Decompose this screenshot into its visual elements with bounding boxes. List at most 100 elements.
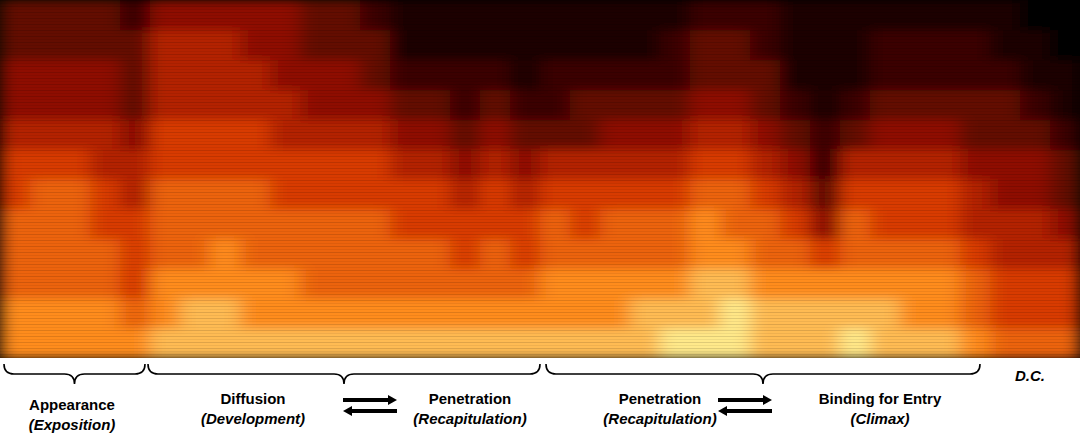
cell — [900, 60, 931, 90]
cell — [210, 90, 241, 120]
cell — [360, 328, 391, 358]
cell — [660, 90, 691, 120]
cell — [510, 0, 541, 30]
cell — [840, 90, 871, 120]
streak — [0, 315, 1080, 316]
streak — [0, 165, 1080, 166]
streak — [0, 159, 1080, 160]
cell — [480, 90, 511, 120]
cell — [360, 60, 391, 90]
cell — [30, 328, 61, 358]
streak — [0, 339, 1080, 340]
cell — [420, 30, 451, 60]
cell — [960, 119, 991, 149]
cell — [210, 119, 241, 149]
cell — [900, 0, 931, 30]
cell — [870, 60, 901, 90]
streak — [0, 333, 1080, 334]
cell — [450, 60, 481, 90]
cell — [510, 90, 541, 120]
cell — [300, 90, 331, 120]
cell — [1020, 119, 1051, 149]
streak — [0, 270, 1080, 271]
streak — [0, 180, 1080, 181]
cell — [240, 60, 271, 90]
cell — [450, 119, 481, 149]
streak — [0, 336, 1080, 337]
streak — [0, 54, 1080, 55]
cell — [690, 119, 721, 149]
cell — [90, 60, 121, 90]
cell — [690, 328, 721, 358]
cell — [780, 0, 811, 30]
cell — [510, 119, 541, 149]
streak — [0, 24, 1080, 25]
cell — [660, 0, 691, 30]
cell — [450, 90, 481, 120]
streak — [0, 342, 1080, 343]
stage-label: Diffusion — [221, 390, 286, 407]
streak — [0, 225, 1080, 226]
streak — [0, 168, 1080, 169]
cell — [690, 60, 721, 90]
cell — [690, 30, 721, 60]
cell — [300, 0, 331, 30]
cell — [0, 90, 31, 120]
streak — [0, 36, 1080, 37]
cell — [330, 0, 361, 30]
streak — [0, 195, 1080, 196]
streak — [0, 246, 1080, 247]
streak — [0, 324, 1080, 325]
stage-sublabel: (Exposition) — [29, 416, 116, 433]
streak — [0, 15, 1080, 16]
streak — [0, 318, 1080, 319]
cell — [540, 90, 571, 120]
annotation-group: Diffusion(Development)Penetration(Recapi… — [148, 364, 540, 427]
cell — [660, 328, 691, 358]
stage-sublabel: (Development) — [201, 410, 305, 427]
cell — [630, 0, 661, 30]
streak — [0, 252, 1080, 253]
streak — [0, 210, 1080, 211]
cell — [720, 0, 751, 30]
cell — [840, 0, 871, 30]
cell — [900, 328, 931, 358]
cell — [390, 0, 421, 30]
streak — [0, 276, 1080, 277]
arrow-head — [763, 395, 772, 405]
cell — [150, 119, 181, 149]
streak — [0, 186, 1080, 187]
cell — [240, 0, 271, 30]
cell — [210, 0, 241, 30]
cell — [210, 30, 241, 60]
cell — [270, 119, 301, 149]
cell — [120, 90, 151, 120]
cell — [870, 328, 901, 358]
cell — [750, 90, 781, 120]
cell — [450, 0, 481, 30]
streak — [0, 201, 1080, 202]
cell — [1020, 90, 1051, 120]
cell — [300, 119, 331, 149]
cell — [90, 90, 121, 120]
cell — [480, 0, 511, 30]
cell — [30, 30, 61, 60]
cell — [810, 90, 841, 120]
arrow-head — [343, 406, 352, 416]
cell — [60, 30, 91, 60]
cell — [540, 328, 571, 358]
cell — [750, 328, 781, 358]
cell — [720, 119, 751, 149]
arrow-head — [718, 406, 727, 416]
streak — [0, 63, 1080, 64]
cell — [1050, 0, 1080, 30]
cell — [870, 90, 901, 120]
streak — [0, 285, 1080, 286]
streak — [0, 33, 1080, 34]
streak — [0, 27, 1080, 28]
cell — [210, 60, 241, 90]
cell — [870, 0, 901, 30]
cell — [0, 60, 31, 90]
cell — [180, 119, 211, 149]
streak — [0, 357, 1080, 358]
